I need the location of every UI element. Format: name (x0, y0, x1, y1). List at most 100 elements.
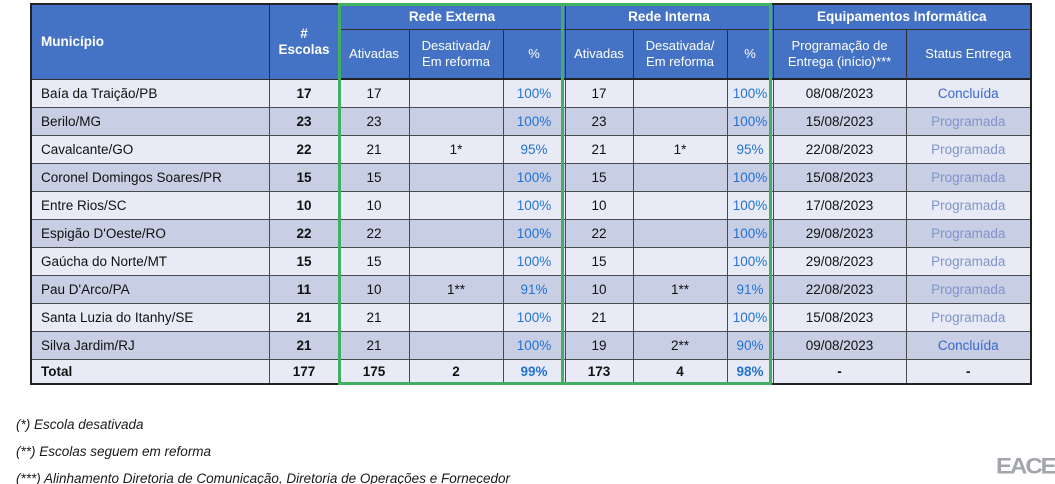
cell-ext-ativadas: 15 (338, 162, 410, 192)
table-row: Pau D'Arco/PA 11 10 1** 91% 10 1** 91% 22/08/202… (30, 274, 1032, 304)
footnote-escola-desativada: (*) Escola desativada (16, 417, 144, 432)
cell-ext-desativada (408, 218, 504, 248)
column-header-programacao-entrega: Programação de Entrega (início)*** (772, 28, 907, 80)
cell-int-pct: 90% (726, 330, 774, 360)
table-row: Coronel Domingos Soares/PR 15 15 100% 15 100%… (30, 162, 1032, 192)
cell-programacao: 15/08/2023 (772, 162, 907, 192)
cell-int-pct: 100% (726, 218, 774, 248)
total-externa-desativada: 2 (408, 358, 504, 385)
cell-municipio: Silva Jardim/RJ (30, 330, 270, 360)
column-header-escolas: # Escolas (268, 3, 340, 80)
cell-escolas: 17 (268, 78, 340, 108)
eace-logo-text: EACE (996, 454, 1055, 479)
cell-int-ativadas: 21 (564, 134, 634, 164)
cell-ext-ativadas: 23 (338, 106, 410, 136)
cell-int-pct: 100% (726, 190, 774, 220)
cell-int-ativadas: 17 (564, 78, 634, 108)
cell-int-desativada (632, 78, 728, 108)
cell-int-ativadas: 22 (564, 218, 634, 248)
cell-int-pct: 100% (726, 78, 774, 108)
footnote-escolas-reforma: (**) Escolas seguem em reforma (16, 444, 212, 459)
cell-programacao: 08/08/2023 (772, 78, 907, 108)
cell-ext-ativadas: 15 (338, 246, 410, 276)
cell-ext-desativada: 1* (408, 134, 504, 164)
cell-status: Programada (905, 162, 1032, 192)
cell-ext-desativada (408, 106, 504, 136)
cell-ext-pct: 100% (502, 190, 566, 220)
cell-int-desativada (632, 106, 728, 136)
cell-escolas: 15 (268, 162, 340, 192)
cell-status: Programada (905, 106, 1032, 136)
cell-int-ativadas: 10 (564, 274, 634, 304)
cell-int-desativada: 2** (632, 330, 728, 360)
cell-ext-desativada (408, 246, 504, 276)
cell-ext-pct: 100% (502, 106, 566, 136)
column-header-interna-pct: % (726, 28, 774, 80)
cell-escolas: 22 (268, 134, 340, 164)
table-row: Berilo/MG 23 23 100% 23 100% 15/08/2023 Program… (30, 106, 1032, 136)
cell-municipio: Entre Rios/SC (30, 190, 270, 220)
cell-escolas: 23 (268, 106, 340, 136)
cell-municipio: Cavalcante/GO (30, 134, 270, 164)
cell-int-ativadas: 23 (564, 106, 634, 136)
cell-ext-pct: 100% (502, 302, 566, 332)
cell-municipio: Gaúcha do Norte/MT (30, 246, 270, 276)
cell-status: Programada (905, 134, 1032, 164)
cell-ext-desativada: 1** (408, 274, 504, 304)
total-interna-ativadas: 173 (564, 358, 634, 385)
column-header-municipio: Município (30, 3, 270, 80)
cell-ext-ativadas: 21 (338, 302, 410, 332)
table-row: Espigão D'Oeste/RO 22 22 100% 22 100% 29/08/20… (30, 218, 1032, 248)
total-programacao: - (772, 358, 907, 385)
cell-status: Programada (905, 246, 1032, 276)
cell-ext-desativada (408, 302, 504, 332)
cell-municipio: Berilo/MG (30, 106, 270, 136)
cell-int-pct: 95% (726, 134, 774, 164)
table-row: Baía da Traição/PB 17 17 100% 17 100% 08/08/20… (30, 78, 1032, 108)
cell-ext-pct: 100% (502, 162, 566, 192)
cell-municipio: Espigão D'Oeste/RO (30, 218, 270, 248)
cell-ext-ativadas: 21 (338, 134, 410, 164)
cell-status: Programada (905, 274, 1032, 304)
cell-escolas: 10 (268, 190, 340, 220)
cell-ext-ativadas: 10 (338, 190, 410, 220)
cell-municipio: Coronel Domingos Soares/PR (30, 162, 270, 192)
eace-logo: EACE (996, 454, 1055, 480)
total-externa-pct: 99% (502, 358, 566, 385)
cell-programacao: 22/08/2023 (772, 274, 907, 304)
group-header-equipamentos-informatica: Equipamentos Informática (772, 3, 1032, 30)
cell-municipio: Baía da Traição/PB (30, 78, 270, 108)
total-interna-desativada: 4 (632, 358, 728, 385)
table-row: Cavalcante/GO 22 21 1* 95% 21 1* 95% 22/08/2023 P… (30, 134, 1032, 164)
cell-ext-pct: 100% (502, 218, 566, 248)
cell-int-desativada (632, 302, 728, 332)
cell-programacao: 15/08/2023 (772, 302, 907, 332)
cell-ext-pct: 100% (502, 246, 566, 276)
total-escolas: 177 (268, 358, 340, 385)
report-table-container: Município # Escolas Rede Externa Rede In… (30, 3, 1033, 385)
footnote-alinhamento: (***) Alinhamento Diretoria de Comunicaç… (16, 471, 510, 484)
column-header-interna-ativadas: Ativadas (564, 28, 634, 80)
cell-int-ativadas: 15 (564, 162, 634, 192)
group-header-rede-interna: Rede Interna (564, 3, 774, 30)
cell-ext-pct: 95% (502, 134, 566, 164)
cell-int-desativada (632, 190, 728, 220)
total-label: Total (30, 358, 270, 385)
cell-programacao: 29/08/2023 (772, 246, 907, 276)
cell-ext-pct: 100% (502, 78, 566, 108)
cell-escolas: 21 (268, 330, 340, 360)
cell-escolas: 21 (268, 302, 340, 332)
cell-ext-desativada (408, 78, 504, 108)
cell-int-ativadas: 15 (564, 246, 634, 276)
cell-int-pct: 100% (726, 246, 774, 276)
cell-ext-ativadas: 17 (338, 78, 410, 108)
cell-ext-pct: 91% (502, 274, 566, 304)
total-status: - (905, 358, 1032, 385)
cell-int-ativadas: 19 (564, 330, 634, 360)
column-header-externa-ativadas: Ativadas (338, 28, 410, 80)
column-header-interna-desativada: Desativada/ Em reforma (632, 28, 728, 80)
table-row: Santa Luzia do Itanhy/SE 21 21 100% 21 100% 15… (30, 302, 1032, 332)
cell-programacao: 17/08/2023 (772, 190, 907, 220)
total-externa-ativadas: 175 (338, 358, 410, 385)
cell-int-desativada (632, 246, 728, 276)
